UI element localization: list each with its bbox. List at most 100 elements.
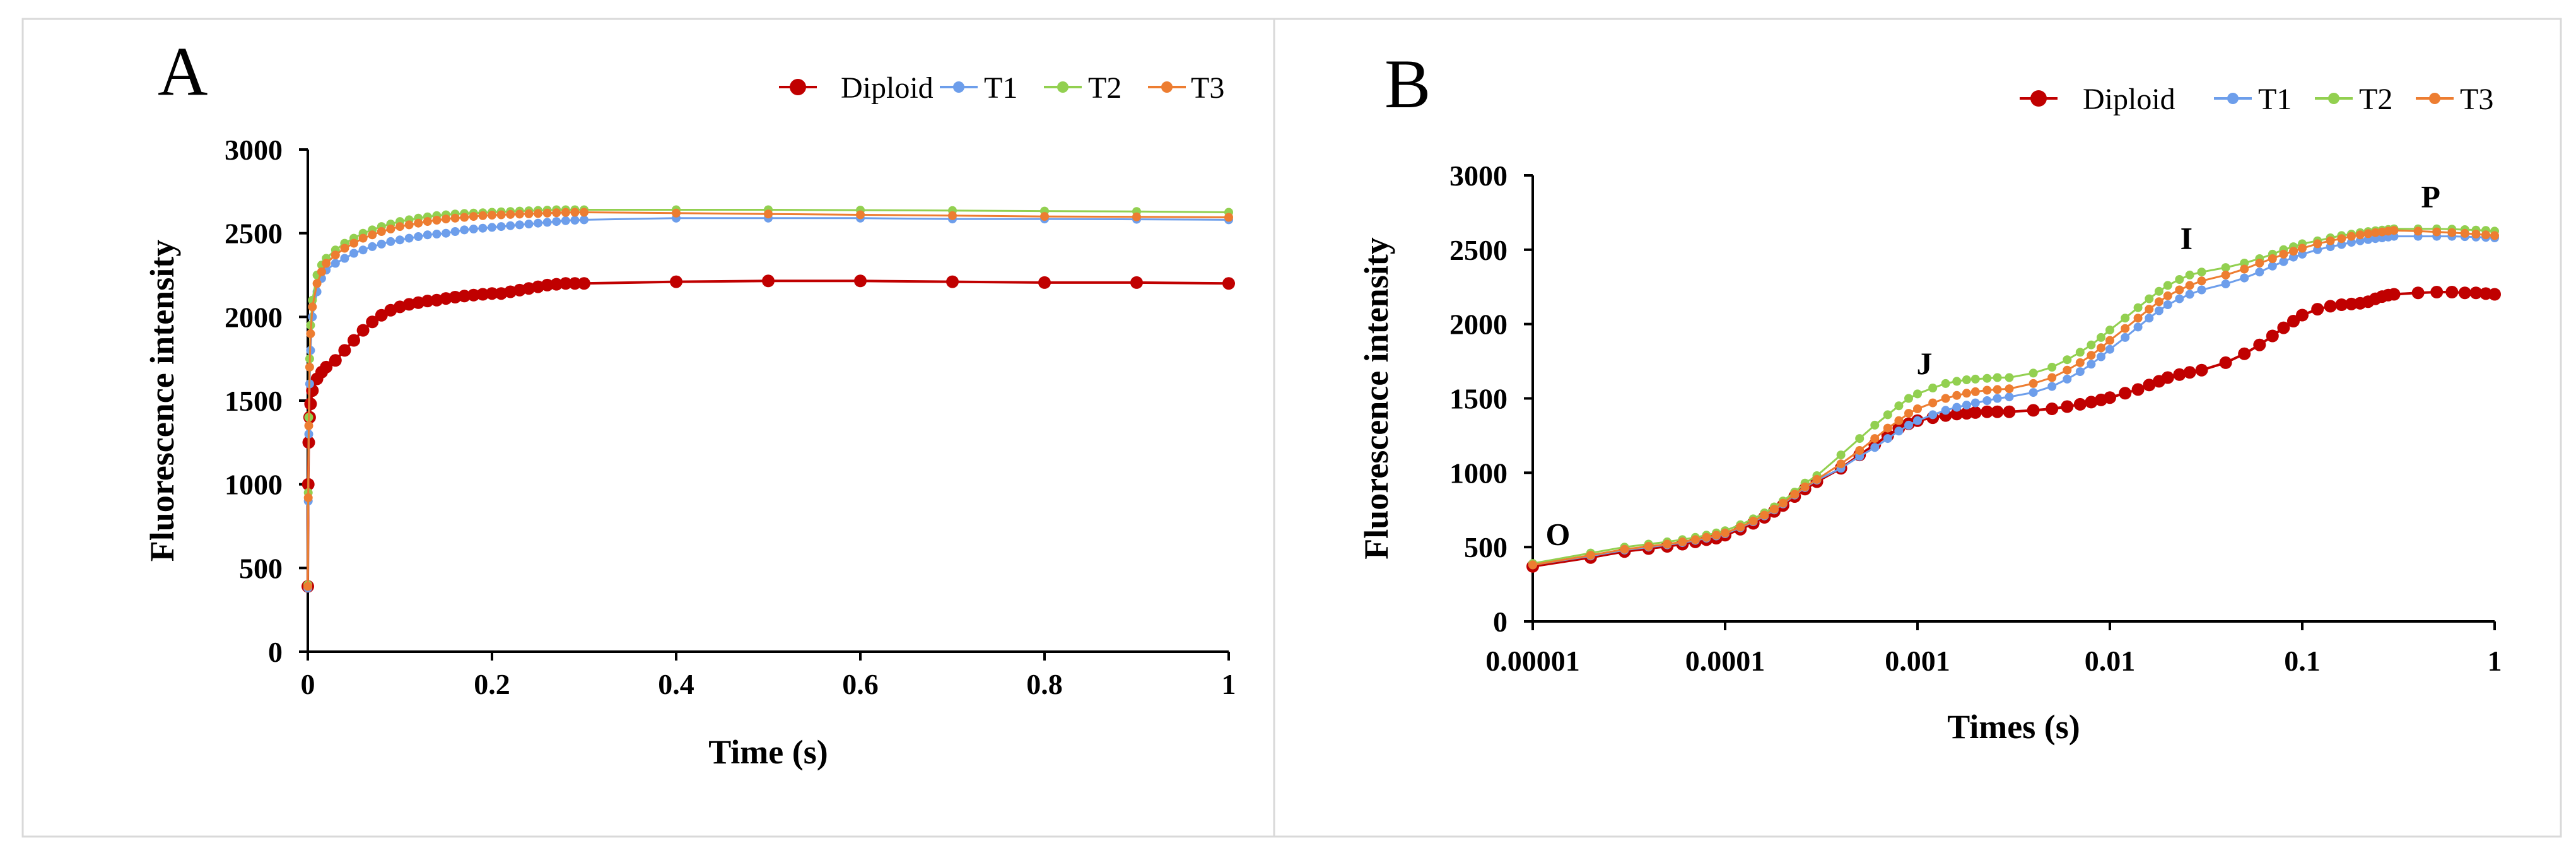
data-point — [515, 220, 524, 230]
data-point — [1952, 391, 1962, 400]
data-point — [1870, 443, 1880, 452]
data-point — [2266, 329, 2279, 343]
x-tick-label: 0.1 — [2284, 645, 2321, 677]
data-point — [2326, 236, 2335, 245]
data-point — [1982, 396, 1992, 405]
y-tick-label: 2000 — [1449, 309, 1508, 341]
x-tick-label: 0.0001 — [1685, 645, 1765, 677]
data-point — [2335, 298, 2348, 311]
data-point — [1970, 374, 1980, 384]
data-point — [1952, 377, 1962, 386]
data-point — [1962, 375, 1971, 384]
data-point — [2075, 348, 2085, 357]
data-point — [2154, 306, 2163, 315]
legend-marker — [2030, 90, 2047, 107]
data-point — [2097, 352, 2105, 361]
data-point — [467, 288, 480, 302]
data-point — [1855, 434, 1865, 444]
data-point — [2469, 286, 2483, 300]
data-point — [2430, 286, 2444, 298]
data-point — [329, 354, 342, 367]
data-point — [377, 227, 386, 236]
data-point — [2253, 338, 2266, 351]
data-point — [2097, 332, 2105, 342]
data-point — [340, 244, 349, 253]
data-point — [2029, 368, 2038, 378]
data-point — [2413, 226, 2423, 236]
data-point — [1904, 409, 1913, 418]
data-point — [2240, 264, 2249, 274]
data-point — [2458, 286, 2471, 300]
data-point — [2387, 288, 2401, 301]
data-point — [2104, 391, 2116, 404]
data-point — [317, 267, 326, 276]
legend-label-diploid: Diploid — [2083, 83, 2175, 116]
data-point — [2371, 228, 2380, 237]
data-point — [2143, 379, 2156, 392]
data-point — [2145, 294, 2154, 303]
data-point — [580, 208, 588, 217]
data-point — [476, 288, 489, 301]
data-point — [496, 222, 506, 232]
data-point — [1586, 551, 1595, 560]
chart-panel-a: A Diploid T1 T2 T3 0 500 1000 1500 2000 2500 3000… — [143, 33, 1236, 771]
annotations-b: O J I P — [1546, 179, 2440, 552]
data-point — [542, 218, 552, 227]
x-axis-label-a: Time (s) — [708, 733, 828, 771]
data-point — [2460, 228, 2469, 238]
data-point — [469, 225, 478, 233]
data-point — [570, 216, 580, 225]
data-point — [2289, 247, 2298, 256]
data-point — [552, 217, 561, 226]
data-point — [2268, 261, 2277, 271]
data-point — [2029, 379, 2038, 388]
data-point — [320, 360, 333, 373]
data-point — [1222, 277, 1235, 290]
data-point — [375, 309, 388, 322]
data-point — [386, 237, 395, 246]
data-point — [580, 215, 588, 225]
data-point — [478, 211, 488, 220]
data-point — [414, 218, 423, 228]
data-point — [534, 209, 542, 218]
data-point — [331, 259, 340, 268]
data-point — [448, 291, 462, 303]
data-point — [1883, 434, 1892, 444]
data-point — [2389, 226, 2399, 235]
data-point — [1870, 420, 1880, 430]
data-point — [1962, 401, 1971, 410]
legend-marker — [2227, 93, 2239, 104]
data-point — [2121, 324, 2130, 333]
data-point — [506, 209, 515, 219]
legend-label-t3: T3 — [1191, 71, 1224, 105]
data-point — [2029, 388, 2038, 397]
data-point — [423, 230, 432, 240]
data-point — [1883, 410, 1892, 420]
data-point — [2075, 358, 2085, 367]
data-point — [2488, 288, 2501, 301]
y-tick-label: 3000 — [1449, 160, 1508, 192]
data-point — [2355, 230, 2365, 240]
data-point — [1904, 420, 1913, 430]
legend-marker — [953, 81, 964, 93]
data-point — [1981, 405, 1994, 418]
data-point — [2105, 326, 2114, 335]
data-point — [2197, 276, 2206, 286]
legend-marker — [2328, 93, 2339, 104]
y-tick-label: 3000 — [225, 134, 283, 166]
x-tick-label: 0.4 — [658, 668, 694, 700]
data-point — [670, 275, 682, 288]
x-axis-label-b: Times (s) — [1947, 708, 2080, 746]
x-tick-label: 0.00001 — [1485, 645, 1580, 677]
data-point — [2097, 343, 2105, 353]
panel-a-label: A — [158, 33, 208, 110]
data-point — [2047, 363, 2057, 372]
y-tick-label: 2000 — [225, 301, 283, 333]
data-point — [1721, 528, 1730, 538]
data-point — [2279, 257, 2288, 266]
data-point — [534, 218, 542, 228]
data-point — [1870, 434, 1880, 444]
data-point — [1993, 394, 2002, 403]
x-tick-label: 0.6 — [842, 668, 879, 700]
data-point — [1528, 560, 1537, 570]
